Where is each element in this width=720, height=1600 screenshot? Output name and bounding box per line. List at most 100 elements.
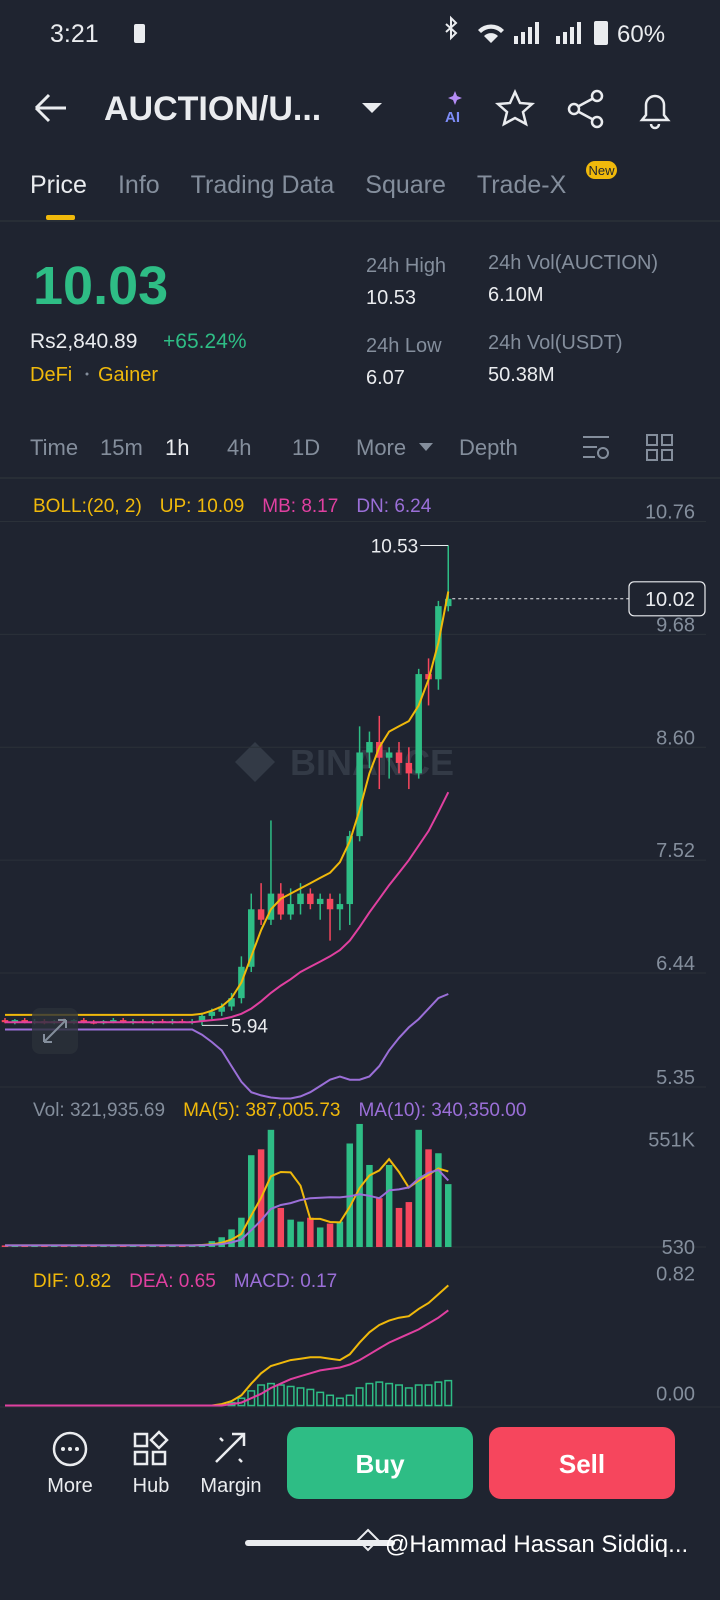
volume-bar xyxy=(228,1229,235,1247)
tab[interactable]: Square xyxy=(365,171,446,199)
macd-bar xyxy=(355,1387,364,1407)
volume-bar xyxy=(277,1207,285,1247)
volume-bar xyxy=(435,1153,442,1247)
macd-bar xyxy=(247,1390,256,1407)
stat-label: 24h Vol(USDT) xyxy=(488,332,623,354)
new-badge-text: New xyxy=(588,163,615,178)
candle-body xyxy=(198,1015,206,1022)
ai-button[interactable]: AI xyxy=(445,109,460,126)
nav-margin[interactable]: Margin xyxy=(200,1475,261,1497)
tab-bar: Price Info Trading Data Square Trade-X xyxy=(30,171,567,199)
candle-body xyxy=(110,1020,117,1022)
y-tick-label: 0.82 xyxy=(656,1263,695,1285)
interval[interactable]: Time xyxy=(30,435,78,460)
buy-label[interactable]: Buy xyxy=(355,1449,405,1479)
tab-active[interactable]: Price xyxy=(30,171,87,199)
stat-label: 24h Low xyxy=(366,335,442,357)
y-tick-label: 7.52 xyxy=(656,840,695,862)
candle-body xyxy=(336,904,344,910)
tab[interactable]: Trade-X xyxy=(477,171,567,199)
macd-bar xyxy=(395,1384,403,1407)
sell-label[interactable]: Sell xyxy=(559,1449,605,1479)
new-badge xyxy=(586,161,617,179)
overlay-text: @Hammad Hassan Siddiq... xyxy=(385,1531,688,1558)
status-time: 3:21 xyxy=(50,20,99,48)
candle-body xyxy=(297,893,304,905)
candle-body xyxy=(395,752,403,763)
candle-body xyxy=(21,1020,28,1023)
volume-bar xyxy=(385,1164,393,1247)
pair-title[interactable]: AUCTION/U... xyxy=(104,90,321,128)
volume-bar xyxy=(307,1217,314,1247)
volume-bar xyxy=(395,1207,403,1247)
candle-body xyxy=(208,1011,216,1016)
fiat-price: Rs2,840.89 xyxy=(30,330,137,353)
share-button[interactable] xyxy=(567,89,604,129)
legend-item: DIF: 0.82 xyxy=(33,1271,111,1292)
nav-more[interactable]: More xyxy=(47,1475,93,1497)
alert-button[interactable] xyxy=(639,94,671,130)
legend-item: MA(5): 387,005.73 xyxy=(183,1100,340,1121)
interval[interactable]: 15m xyxy=(100,435,143,460)
candle-body xyxy=(287,904,294,915)
candle-body xyxy=(228,998,235,1007)
volume-bar xyxy=(415,1129,422,1247)
candle-body xyxy=(218,1006,225,1012)
volume-bar xyxy=(248,1155,255,1247)
y-tick-label: 5.35 xyxy=(656,1067,695,1089)
indicator-settings[interactable] xyxy=(583,436,609,459)
stat-value: 10.53 xyxy=(366,287,416,309)
macd-bar xyxy=(276,1384,285,1407)
macd-bar xyxy=(444,1379,453,1407)
last-price: 10.03 xyxy=(33,256,168,316)
buy-button[interactable] xyxy=(287,1427,473,1499)
nav-hub[interactable]: Hub xyxy=(133,1475,170,1497)
back-button[interactable] xyxy=(34,93,66,123)
volume-bar xyxy=(267,1129,275,1247)
price-change: +65.24% xyxy=(163,330,247,353)
tab[interactable]: Trading Data xyxy=(191,171,335,199)
volume-bar xyxy=(316,1227,324,1247)
nav-icon xyxy=(61,1447,79,1451)
candle-body xyxy=(405,762,413,774)
macd-bar xyxy=(306,1388,315,1407)
expand-button[interactable] xyxy=(32,1008,78,1054)
y-tick-label: 8.60 xyxy=(656,727,695,749)
volume-bar xyxy=(445,1184,452,1247)
nav-icon xyxy=(52,1430,246,1467)
macd-bar xyxy=(335,1397,344,1407)
watermark-logo xyxy=(235,742,275,782)
interval[interactable]: 4h xyxy=(227,435,251,460)
interval[interactable]: More xyxy=(356,435,406,460)
volume-bar xyxy=(376,1198,383,1247)
interval-active[interactable]: 1h xyxy=(165,435,189,460)
volume-bar xyxy=(356,1123,363,1247)
interval[interactable]: 1D xyxy=(292,435,320,460)
volume-bar xyxy=(336,1221,344,1247)
tag[interactable]: Gainer xyxy=(98,364,158,386)
legend-item: MACD: 0.17 xyxy=(234,1271,337,1292)
volume-bar xyxy=(326,1223,334,1247)
sell-button[interactable] xyxy=(489,1427,675,1499)
tag[interactable]: DeFi xyxy=(30,364,72,386)
legend-item: MB: 8.17 xyxy=(262,496,338,517)
candle-body xyxy=(346,836,353,905)
legend-item: BOLL:(20, 2) xyxy=(33,496,142,517)
layout-toggle[interactable] xyxy=(646,434,673,461)
volume-bar xyxy=(366,1164,373,1247)
indicator-line xyxy=(5,1168,450,1247)
y-tick-label: 10.76 xyxy=(645,501,695,523)
pair-dropdown[interactable] xyxy=(362,103,382,113)
interval[interactable]: Depth xyxy=(459,435,518,460)
status-icon xyxy=(134,24,145,43)
volume-bar xyxy=(287,1219,294,1247)
y-tick-label: 6.44 xyxy=(656,953,695,975)
candle-body xyxy=(316,898,324,905)
candle-body xyxy=(366,742,373,753)
tab[interactable]: Info xyxy=(118,171,160,199)
favorite-button[interactable] xyxy=(494,88,536,127)
y-tick-label: 0.00 xyxy=(656,1384,695,1406)
overlay-logo xyxy=(356,1528,380,1552)
volume-bar xyxy=(405,1202,413,1247)
